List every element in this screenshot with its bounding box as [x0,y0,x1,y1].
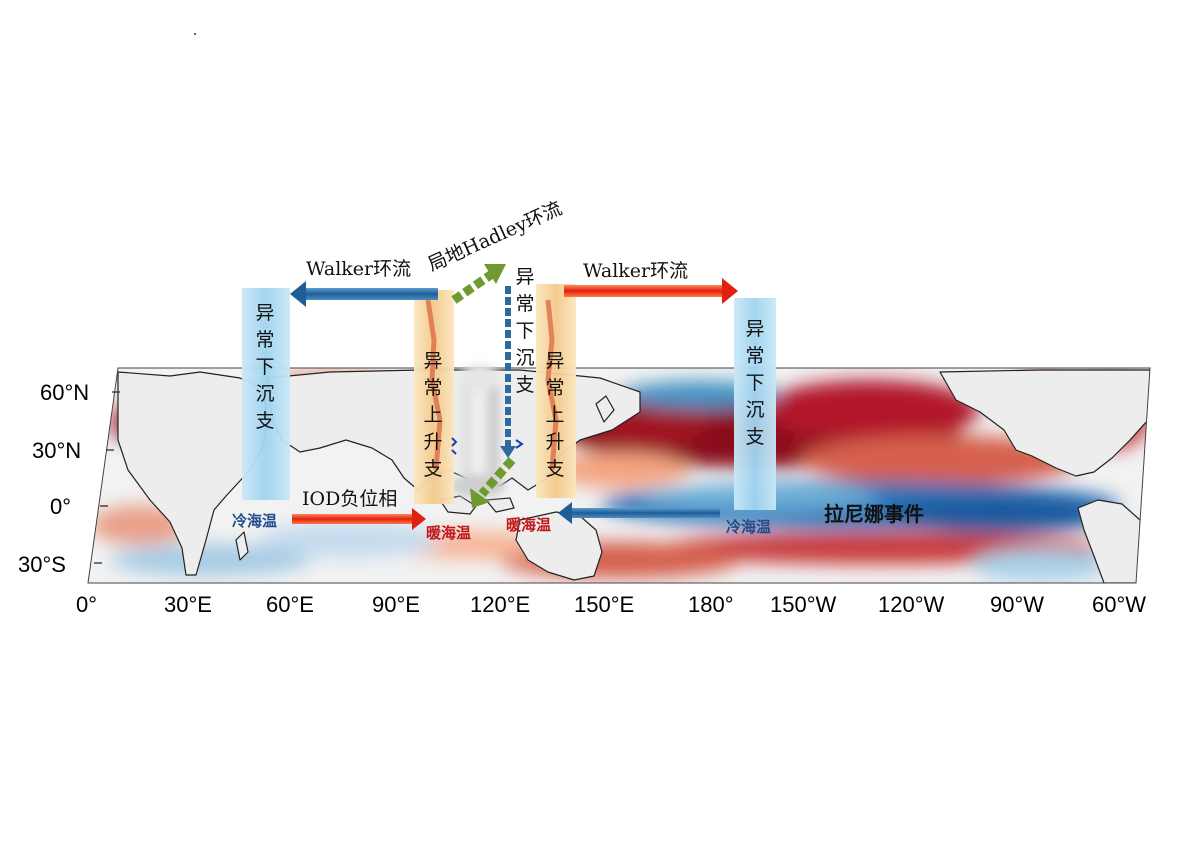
walker-right-arrow [564,278,738,304]
walker-right-label: Walker环流 [583,260,689,282]
lanina-surface-arrow [558,502,720,524]
descend-right-label: 异 常 下 沉 支 [745,318,765,448]
descend-column-right [734,298,776,510]
convection-cloud [450,364,506,498]
descend-column-left [242,288,290,500]
iod-label: IOD负位相 [302,488,398,510]
lon-tick-label: 150°E [574,592,635,617]
walker-left-label: Walker环流 [306,258,412,280]
lat-tick-label: 60°N [40,380,90,405]
ascend-right-label: 异 常 上 升 支 [545,350,565,480]
axis-ticks [94,391,120,564]
hadley-down-arrow [470,457,516,508]
lat-tick-label: 30°N [32,438,82,463]
lon-tick-label: 120°E [470,592,531,617]
lat-tick-label: 30°S [18,552,66,577]
lon-tick-label: 0° [76,592,98,617]
lon-tick-label: 30°E [164,592,212,617]
lon-tick-label: 90°E [372,592,420,617]
walker-left-arrow [290,281,438,307]
cold-sst-right-label: 冷海温 [726,518,772,536]
cold-sst-left-label: 冷海温 [232,512,278,530]
warm-sst-left-label: 暖海温 [426,524,472,542]
descend-mid-label: 异 常 下 沉 支 [515,266,535,396]
lon-tick-label: 150°W [770,592,837,617]
lanina-label: 拉尼娜事件 [824,502,924,526]
lon-tick-label: 180° [688,592,734,617]
descend-mid-arrow [500,286,516,458]
iod-surface-arrow [292,508,426,530]
lat-tick-label: 0° [50,494,72,519]
lon-tick-label: 120°W [878,592,945,617]
map-frame [87,367,1151,584]
ascend-left-label: 异 常 上 升 支 [423,350,443,480]
warm-sst-right-label: 暖海温 [506,516,552,534]
descend-left-label: 异 常 下 沉 支 [255,302,275,432]
hadley-up-arrow [451,264,506,304]
ascend-column-right [536,284,576,498]
lon-tick-label: 60°W [1092,592,1147,617]
lon-tick-label: 90°W [990,592,1045,617]
lon-tick-label: 60°E [266,592,314,617]
